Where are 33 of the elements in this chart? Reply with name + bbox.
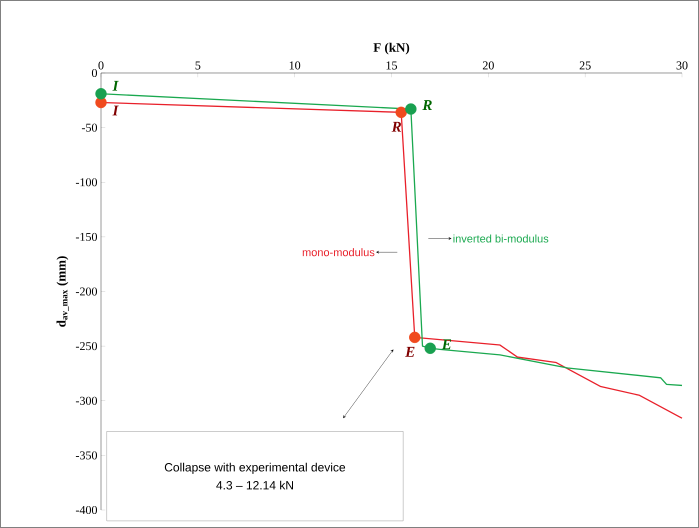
y-tick-label: -350 xyxy=(76,451,98,460)
point xyxy=(409,332,420,344)
text: mono-modulus xyxy=(302,248,374,256)
annotation: E xyxy=(405,346,415,357)
x-tick-label: 0 xyxy=(98,61,104,70)
y-tick-label: -50 xyxy=(82,124,98,132)
annotation: R xyxy=(392,122,402,132)
annotation: Collapse with experimental device xyxy=(164,462,346,474)
annotation: I xyxy=(112,80,119,91)
y-tick-label: -100 xyxy=(76,178,98,186)
annotation: I xyxy=(112,106,119,116)
annotation: 4.3 – 12.14 kN xyxy=(216,480,293,490)
annotation: E xyxy=(442,339,452,350)
x-tick-label: 25 xyxy=(580,61,591,70)
y-tick-label: -250 xyxy=(76,342,98,350)
point xyxy=(405,103,417,115)
point xyxy=(95,88,107,100)
x-tick-label: 20 xyxy=(482,61,494,70)
text: d$_{av_max}$ (mm) xyxy=(56,256,69,327)
point xyxy=(395,106,407,118)
annotation: R xyxy=(422,100,432,110)
y-tick-label: -400 xyxy=(76,506,98,514)
x-tick-label: 30 xyxy=(676,61,688,70)
text: inverted bi-modulus xyxy=(453,234,548,243)
y-tick-label: -300 xyxy=(76,396,98,405)
y-tick-label: -150 xyxy=(76,232,98,241)
x-tick-label: 10 xyxy=(290,61,300,70)
y-tick-label: -200 xyxy=(76,287,98,296)
x-tick-label: 5 xyxy=(196,61,200,70)
y-tick-label: 0 xyxy=(92,68,98,78)
x-axis-title: F (kN) xyxy=(373,42,410,54)
point xyxy=(424,342,436,354)
x-tick-label: 15 xyxy=(386,61,398,70)
